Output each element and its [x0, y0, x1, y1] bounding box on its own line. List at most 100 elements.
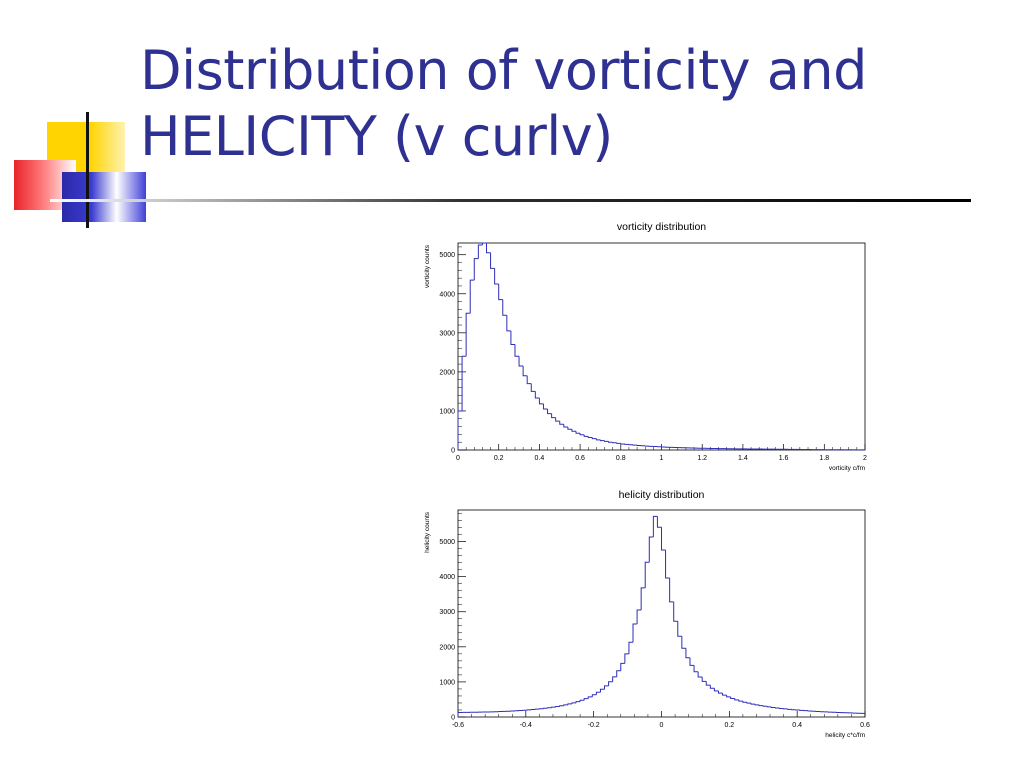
vorticity-x-tick-label: 0 — [456, 455, 460, 462]
helicity-histogram-bin — [750, 703, 756, 705]
vorticity-histogram-bin — [506, 315, 511, 332]
vorticity-histogram-bin — [542, 403, 548, 410]
helicity-histogram-bin — [632, 623, 638, 643]
vorticity-histogram-bin — [498, 284, 503, 301]
helicity-histogram-bin — [648, 536, 654, 563]
helicity-y-tick-label: 1000 — [439, 679, 455, 686]
vorticity-histogram-bin — [534, 391, 540, 399]
helicity-histogram-bin — [616, 670, 621, 677]
helicity-histogram-bin — [551, 706, 556, 708]
helicity-histogram-bin — [559, 705, 564, 707]
vorticity-histogram-bin — [490, 252, 495, 269]
helicity-x-tick-label: 0.6 — [860, 722, 870, 729]
vorticity-y-tick-label: 0 — [451, 448, 455, 455]
helicity-histogram-bin — [591, 694, 597, 697]
vorticity-histogram-bin — [522, 366, 528, 377]
helicity-histogram-bin — [754, 704, 760, 706]
slide-title-line-2: HELICITY (v curlv) — [140, 105, 613, 168]
helicity-histogram-bin — [547, 707, 552, 709]
vorticity-histogram-bin — [612, 442, 617, 444]
helicity-histogram-bin — [685, 648, 690, 659]
vorticity-chart-title: vorticity distribution — [617, 221, 706, 233]
helicity-histogram-bin — [726, 695, 731, 698]
vorticity-x-tick-label: 0.4 — [535, 455, 545, 462]
helicity-histogram-bin — [717, 690, 723, 694]
helicity-histogram-bin — [599, 688, 605, 693]
vorticity-x-tick-label: 0.6 — [575, 455, 585, 462]
vorticity-histogram-bin — [469, 279, 475, 314]
vorticity-histogram-bin — [555, 417, 560, 422]
vorticity-histogram-bin — [481, 242, 487, 245]
vorticity-histogram-bin — [485, 243, 491, 254]
helicity-histogram-bin — [738, 699, 743, 702]
vorticity-x-tick-label: 1 — [660, 455, 664, 462]
vorticity-y-tick-label: 4000 — [439, 291, 455, 298]
decor-blue-square — [62, 172, 146, 222]
vorticity-histogram-bin — [526, 375, 532, 385]
helicity-histogram-bin — [563, 704, 568, 706]
vorticity-histogram-bin — [583, 434, 589, 437]
vorticity-histogram-bin — [514, 344, 520, 357]
helicity-histogram-bin — [713, 688, 719, 692]
helicity-histogram-bin — [583, 698, 589, 701]
vorticity-x-tick-label: 1.4 — [738, 455, 748, 462]
helicity-x-tick-label: -0.6 — [452, 722, 464, 729]
helicity-histogram-bin — [722, 693, 727, 696]
helicity-histogram-bin — [620, 662, 625, 671]
helicity-histogram-bin — [673, 601, 678, 622]
vorticity-histogram-bin — [620, 443, 625, 445]
vorticity-histogram-bin — [579, 433, 585, 436]
helicity-histogram-bin — [587, 696, 593, 699]
helicity-x-tick-label: 0.2 — [724, 722, 734, 729]
vorticity-histogram-bin — [465, 312, 471, 357]
vorticity-histogram-bin — [502, 299, 507, 316]
vorticity-x-tick-label: 0.2 — [494, 455, 504, 462]
vorticity-y-tick-label: 2000 — [439, 369, 455, 376]
helicity-y-tick-label: 5000 — [439, 539, 455, 546]
vorticity-histogram-bin — [595, 438, 601, 441]
helicity-histogram-bin — [612, 676, 617, 682]
vorticity-x-tick-label: 1.2 — [697, 455, 707, 462]
vorticity-histogram-bin — [494, 268, 499, 285]
vorticity-histogram-bin — [518, 356, 524, 367]
vorticity-histogram-bin — [457, 410, 463, 450]
decor-vertical-line — [86, 112, 89, 228]
vorticity-histogram-bin — [591, 437, 597, 440]
helicity-x-tick-label: 0.4 — [792, 722, 802, 729]
title-divider-line — [50, 199, 971, 202]
vorticity-y-tick-label: 3000 — [439, 330, 455, 337]
helicity-histogram-bin — [636, 609, 642, 625]
vorticity-histogram-bin — [567, 426, 572, 430]
helicity-y-tick-label: 4000 — [439, 574, 455, 581]
vorticity-y-tick-label: 1000 — [439, 408, 455, 415]
vorticity-histogram-bin — [571, 429, 577, 432]
slide-title: Distribution of vorticity and HELICITY (… — [140, 38, 867, 170]
vorticity-y-axis-label: vorticity counts — [424, 244, 431, 288]
vorticity-histogram-bin — [538, 398, 544, 405]
helicity-histogram-bin — [746, 702, 752, 704]
helicity-histogram-bin — [770, 706, 776, 708]
helicity-histogram-bin — [697, 671, 703, 678]
helicity-histogram-bin — [579, 699, 585, 702]
vorticity-histogram-bin — [551, 413, 556, 419]
helicity-chart-title: helicity distribution — [619, 489, 705, 501]
helicity-histogram-bin — [742, 701, 747, 703]
helicity-histogram-bin — [681, 636, 686, 649]
helicity-histogram-bin — [567, 703, 572, 705]
vorticity-histogram-bin — [473, 258, 479, 281]
helicity-histogram-bin — [701, 677, 707, 682]
helicity-histogram-bin — [624, 653, 629, 664]
vorticity-histogram-bin — [559, 421, 564, 425]
helicity-histogram-bin — [669, 578, 674, 603]
helicity-x-tick-label: -0.2 — [588, 722, 600, 729]
helicity-histogram-bin — [665, 550, 670, 579]
helicity-histogram-bin — [758, 704, 764, 707]
helicity-histogram-bin — [555, 705, 560, 708]
vorticity-histogram-bin — [510, 330, 515, 346]
helicity-histogram-bin — [661, 527, 666, 551]
helicity-histogram-bin — [774, 707, 780, 709]
helicity-y-tick-label: 3000 — [439, 609, 455, 616]
vorticity-histogram-bin — [461, 355, 467, 411]
helicity-histogram-bin — [571, 702, 577, 704]
helicity-histogram-bin — [595, 691, 601, 695]
